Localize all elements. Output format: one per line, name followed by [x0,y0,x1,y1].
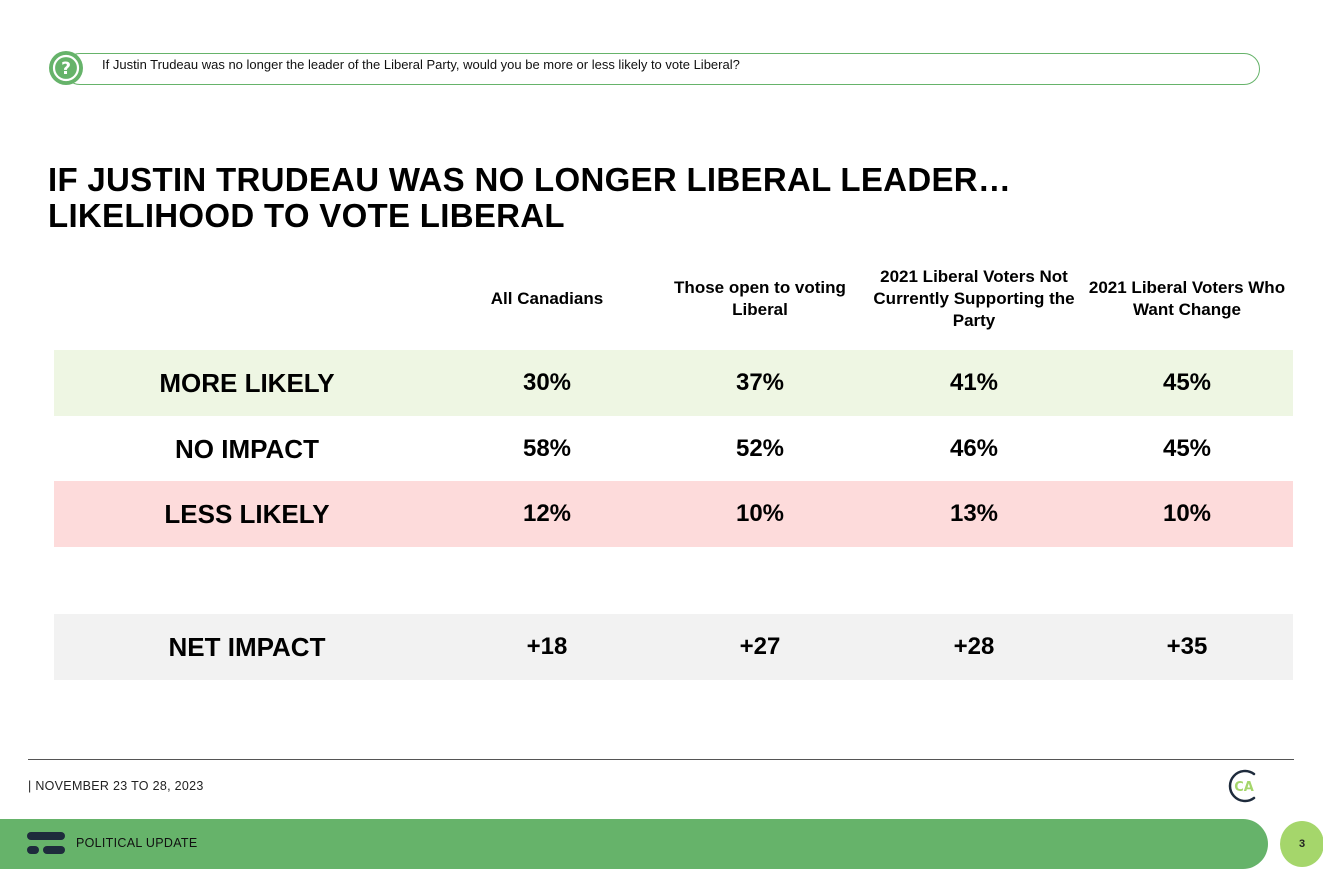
row-more-likely-bg [54,350,1293,416]
cell-net-impact-all: +18 [526,633,568,660]
title-line-1: IF JUSTIN TRUDEAU WAS NO LONGER LIBERAL … [48,161,1012,198]
cell-less-likely-not-supporting: 13% [949,500,999,527]
cell-more-likely-all: 30% [522,369,572,396]
page-title: IF JUSTIN TRUDEAU WAS NO LONGER LIBERAL … [48,162,1011,234]
row-label-net-impact: NET IMPACT [168,632,326,662]
row-less-likely-bg [54,481,1293,547]
question-mark-icon: ? [49,51,83,85]
page-number: 3 [1280,821,1323,867]
column-header-all-canadians: All Canadians [490,289,604,308]
cell-less-likely-want-change: 10% [1162,500,1212,527]
row-label-more-likely: MORE LIKELY [159,368,335,398]
row-no-impact-bg [54,416,1293,482]
cell-less-likely-open: 10% [735,500,785,527]
cell-more-likely-want-change: 45% [1162,369,1212,396]
cell-less-likely-all: 12% [522,500,572,527]
footer-divider [28,759,1294,760]
cell-no-impact-not-supporting: 46% [949,435,999,462]
question-text: If Justin Trudeau was no longer the lead… [102,57,740,72]
brand-logo-icon [25,830,67,858]
footer-bar [0,819,1268,869]
column-header-open-to-liberal: Those open to voting Liberal [674,278,846,319]
cell-no-impact-open: 52% [735,435,785,462]
cell-net-impact-open: +27 [739,633,781,660]
survey-date: | NOVEMBER 23 TO 28, 2023 [28,779,204,793]
cell-more-likely-not-supporting: 41% [949,369,999,396]
ca-logo-text: CA [1234,780,1254,795]
cell-more-likely-open: 37% [735,369,785,396]
footer-section-label: POLITICAL UPDATE [76,836,198,850]
cell-no-impact-all: 58% [522,435,572,462]
cell-net-impact-not-supporting: +28 [953,633,995,660]
ca-logo-icon: CA [1226,768,1262,804]
row-net-impact-bg [54,614,1293,680]
title-line-2: LIKELIHOOD TO VOTE LIBERAL [48,197,565,234]
row-label-no-impact: NO IMPACT [175,434,319,464]
column-header-2021-want-change: 2021 Liberal Voters Who Want Change [1088,278,1286,319]
svg-text:?: ? [61,59,71,79]
cell-net-impact-want-change: +35 [1166,633,1208,660]
row-label-less-likely: LESS LIKELY [164,499,330,529]
cell-no-impact-want-change: 45% [1162,435,1212,462]
column-header-2021-not-supporting: 2021 Liberal Voters Not Currently Suppor… [873,267,1075,330]
